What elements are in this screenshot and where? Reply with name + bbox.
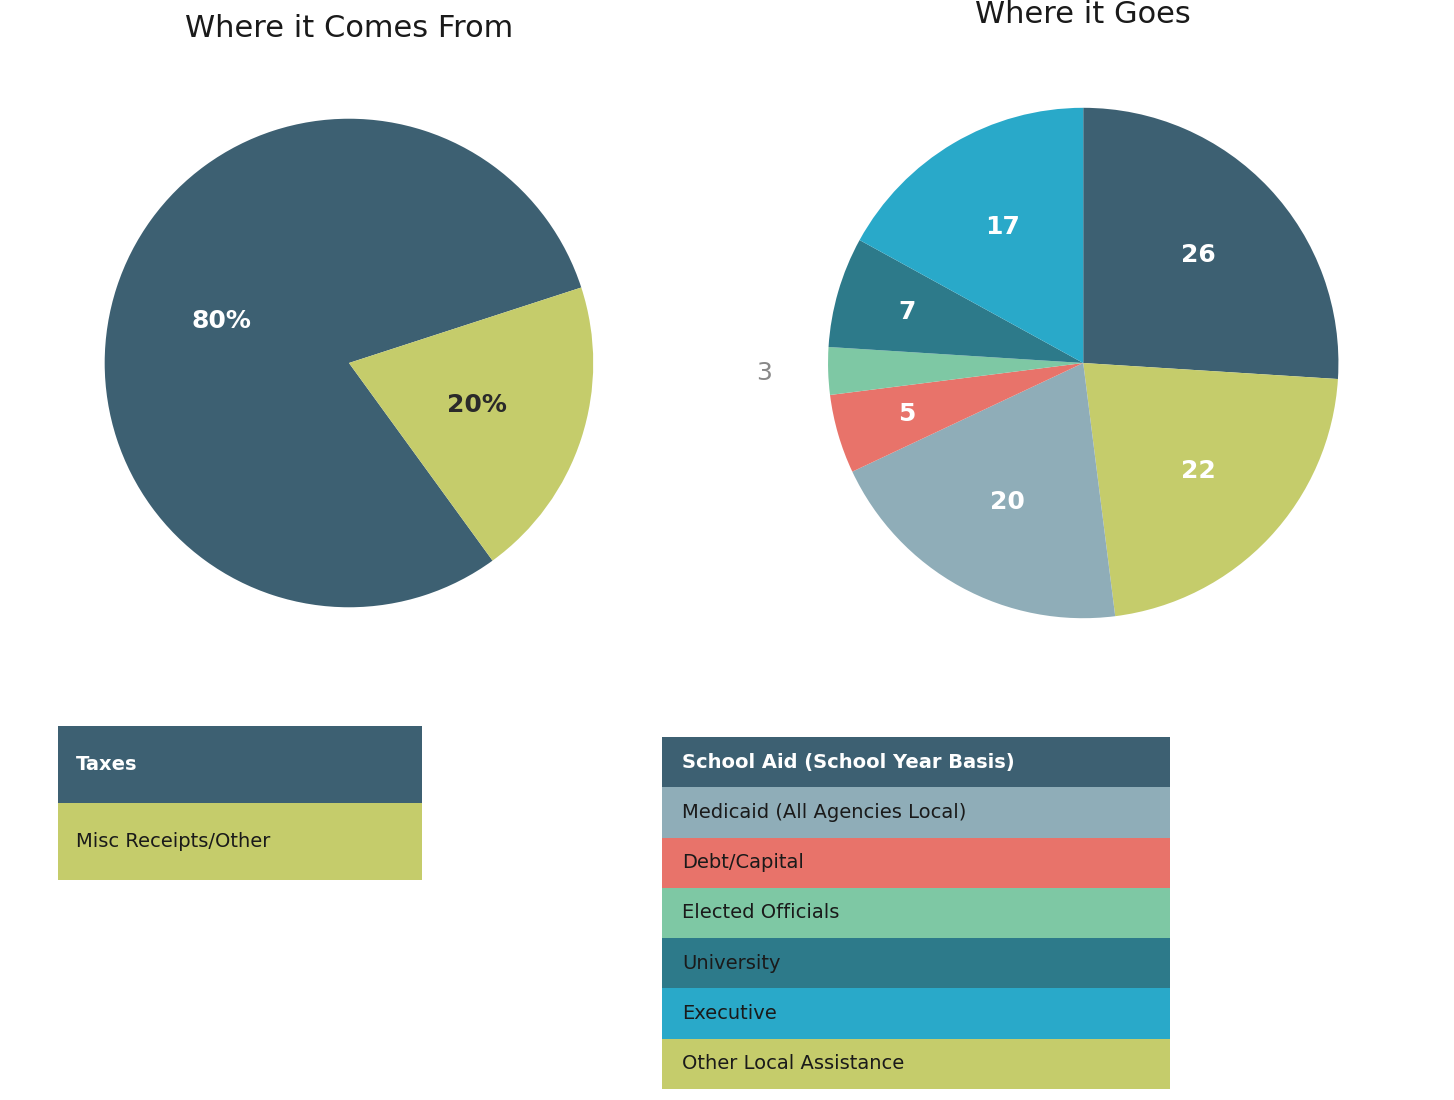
FancyBboxPatch shape	[662, 737, 1170, 788]
Wedge shape	[829, 240, 1083, 363]
Text: Elected Officials: Elected Officials	[682, 903, 839, 923]
Text: Executive: Executive	[682, 1004, 776, 1023]
FancyBboxPatch shape	[662, 1038, 1170, 1089]
Text: School Aid (School Year Basis): School Aid (School Year Basis)	[682, 752, 1015, 771]
Text: 3: 3	[756, 361, 772, 385]
FancyBboxPatch shape	[58, 726, 422, 803]
Text: Misc Receipts/Other: Misc Receipts/Other	[77, 832, 270, 851]
Wedge shape	[827, 346, 1083, 395]
Wedge shape	[1083, 363, 1338, 616]
FancyBboxPatch shape	[662, 837, 1170, 888]
Text: 5: 5	[899, 403, 916, 427]
Text: Taxes: Taxes	[77, 755, 138, 774]
Title: Where it Goes: Where it Goes	[976, 0, 1191, 30]
Wedge shape	[830, 363, 1083, 472]
Text: 26: 26	[1181, 243, 1216, 266]
Text: 20%: 20%	[446, 393, 506, 417]
FancyBboxPatch shape	[662, 989, 1170, 1038]
Text: Other Local Assistance: Other Local Assistance	[682, 1055, 904, 1074]
Text: 20: 20	[990, 490, 1025, 514]
Text: 7: 7	[899, 299, 916, 323]
Wedge shape	[859, 108, 1083, 363]
FancyBboxPatch shape	[662, 888, 1170, 938]
Text: Debt/Capital: Debt/Capital	[682, 854, 804, 872]
Text: 17: 17	[986, 214, 1021, 239]
Text: 80%: 80%	[192, 309, 252, 333]
Text: Medicaid (All Agencies Local): Medicaid (All Agencies Local)	[682, 803, 967, 822]
Wedge shape	[349, 287, 593, 561]
Title: Where it Comes From: Where it Comes From	[185, 14, 513, 43]
Text: 22: 22	[1181, 460, 1216, 483]
FancyBboxPatch shape	[58, 803, 422, 880]
FancyBboxPatch shape	[662, 788, 1170, 837]
Wedge shape	[105, 119, 582, 607]
Wedge shape	[852, 363, 1115, 618]
Text: University: University	[682, 954, 781, 972]
FancyBboxPatch shape	[662, 938, 1170, 989]
Wedge shape	[1083, 108, 1339, 380]
